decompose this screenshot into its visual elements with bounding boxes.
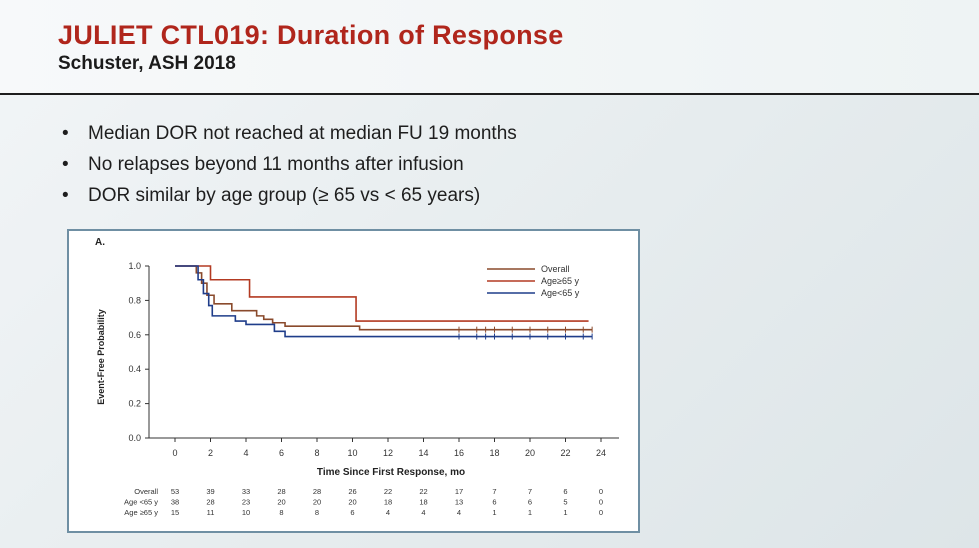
x-tick-label: 6: [279, 448, 284, 458]
panel-label: A.: [95, 237, 105, 248]
at-risk-value: 20: [348, 498, 356, 507]
x-tick-label: 14: [418, 448, 428, 458]
at-risk-value: 7: [492, 487, 496, 496]
at-risk-value: 26: [348, 487, 356, 496]
at-risk-value: 18: [384, 498, 392, 507]
slide-title: JULIET CTL019: Duration of Response: [58, 20, 564, 50]
at-risk-value: 8: [279, 508, 283, 517]
x-tick-label: 18: [489, 448, 499, 458]
at-risk-value: 0: [599, 487, 603, 496]
x-tick-label: 8: [314, 448, 319, 458]
at-risk-value: 8: [315, 508, 319, 517]
at-risk-value: 1: [563, 508, 567, 517]
bullet-item: • Median DOR not reached at median FU 19 …: [60, 118, 517, 149]
bullet-dot-icon: •: [62, 154, 69, 175]
km-figure: A. Event-Free Probability Time Since Fir…: [67, 229, 640, 533]
bullet-text: Median DOR not reached at median FU 19 m…: [88, 123, 517, 144]
y-tick-label: 0.6: [128, 330, 141, 340]
y-tick-label: 0.2: [128, 399, 141, 409]
at-risk-value: 33: [242, 487, 250, 496]
at-risk-value: 53: [171, 487, 179, 496]
header-divider: [0, 93, 979, 95]
x-tick-label: 12: [383, 448, 393, 458]
legend-label-1: Overall: [541, 264, 570, 274]
at-risk-value: 1: [528, 508, 532, 517]
at-risk-value: 1: [492, 508, 496, 517]
at-risk-value: 22: [419, 487, 427, 496]
y-tick-label: 0.0: [128, 433, 141, 443]
x-tick-label: 20: [525, 448, 535, 458]
at-risk-value: 11: [207, 508, 215, 517]
at-risk-value: 4: [457, 508, 461, 517]
axes: 0.00.20.40.60.81.00 2 4 6 8 10 12 14 16 18 20 22 24: [128, 261, 619, 458]
at-risk-value: 23: [242, 498, 250, 507]
x-axis-label: Time Since First Response, mo: [317, 467, 465, 478]
bullet-dot-icon: •: [62, 185, 69, 206]
at-risk-value: 20: [313, 498, 321, 507]
bullet-item: • DOR similar by age group (≥ 65 vs < 65 …: [60, 180, 517, 211]
legend-label-2: Age≥65 y: [541, 276, 579, 286]
at-risk-value: 28: [206, 498, 214, 507]
at-risk-value: 6: [350, 508, 354, 517]
y-tick-label: 0.4: [128, 364, 141, 374]
x-tick-label: 22: [560, 448, 570, 458]
series-line-1: [175, 265, 593, 331]
at-risk-value: 28: [277, 487, 285, 496]
at-risk-value: 4: [386, 508, 390, 517]
at-risk-value: 6: [528, 498, 532, 507]
at-risk-value: 10: [242, 508, 250, 517]
bullet-text: No relapses beyond 11 months after infus…: [88, 154, 464, 175]
at-risk-value: 7: [528, 487, 532, 496]
slide-subtitle: Schuster, ASH 2018: [58, 53, 236, 74]
y-tick-label: 0.8: [128, 295, 141, 305]
bullet-text: DOR similar by age group (≥ 65 vs < 65 y…: [88, 185, 481, 206]
at-risk-value: 0: [599, 498, 603, 507]
at-risk-value: 6: [563, 487, 567, 496]
at-risk-label: Overall: [134, 487, 158, 496]
legend: Overall Age≥65 y Age<65 y: [487, 264, 580, 298]
at-risk-value: 5: [563, 498, 567, 507]
at-risk-value: 6: [492, 498, 496, 507]
at-risk-label: Age <65 y: [124, 498, 158, 507]
at-risk-value: 13: [455, 498, 463, 507]
x-tick-label: 0: [172, 448, 177, 458]
x-tick-label: 2: [208, 448, 213, 458]
at-risk-value: 17: [455, 487, 463, 496]
at-risk-value: 18: [419, 498, 427, 507]
at-risk-value: 0: [599, 508, 603, 517]
at-risk-value: 22: [384, 487, 392, 496]
bullet-list: • Median DOR not reached at median FU 19 …: [60, 118, 517, 211]
at-risk-value: 39: [206, 487, 214, 496]
at-risk-table: Overall 53 39 33 28 28 26 22 22 17 7 7 6 0 Age <65 y 38…: [124, 487, 603, 517]
at-risk-value: 4: [421, 508, 425, 517]
bullet-item: • No relapses beyond 11 months after infu…: [60, 149, 517, 180]
series-line-2: [175, 265, 589, 322]
at-risk-value: 20: [277, 498, 285, 507]
at-risk-value: 28: [313, 487, 321, 496]
series-line-3: [175, 265, 593, 338]
at-risk-label: Age ≥65 y: [124, 508, 158, 517]
x-tick-label: 24: [596, 448, 606, 458]
survival-curves: [175, 265, 593, 340]
y-axis-label: Event-Free Probability: [96, 309, 106, 405]
x-tick-label: 4: [243, 448, 248, 458]
at-risk-value: 38: [171, 498, 179, 507]
x-tick-label: 16: [454, 448, 464, 458]
bullet-dot-icon: •: [62, 123, 69, 144]
at-risk-value: 15: [171, 508, 179, 517]
slide-header: JULIET CTL019: Duration of Response Schu…: [0, 0, 979, 93]
x-tick-label: 10: [347, 448, 357, 458]
legend-label-3: Age<65 y: [541, 288, 580, 298]
y-tick-label: 1.0: [128, 261, 141, 271]
km-chart: A. Event-Free Probability Time Since Fir…: [95, 237, 619, 517]
